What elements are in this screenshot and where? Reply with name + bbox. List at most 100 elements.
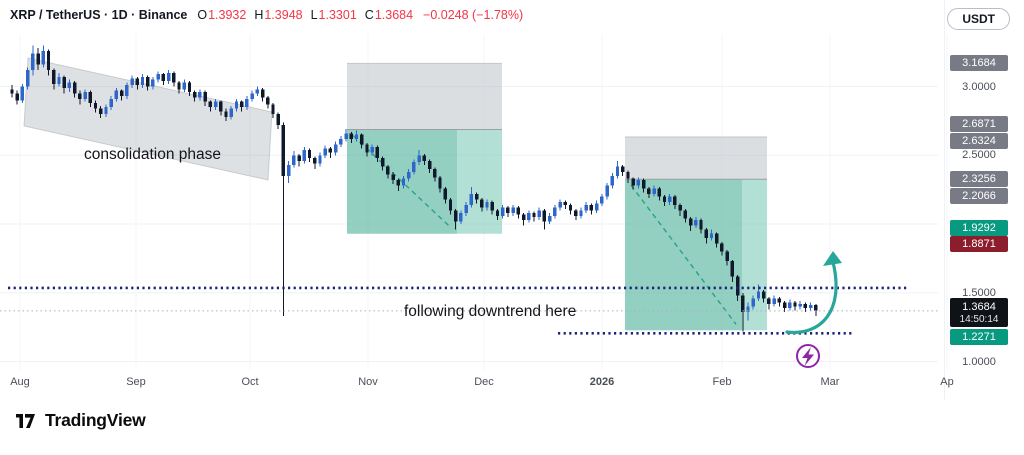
candle-body [699,219,703,230]
candle-body [328,148,333,153]
candle-body [574,210,578,216]
candle-body [647,188,651,194]
candle-body [166,72,171,81]
price-axis[interactable]: 3.1684 3.0000 2.6871 2.6324 2.5000 2.3256 2.20… [944,0,1024,400]
candle-body [239,101,244,108]
candle-body [365,144,369,153]
candle-body [109,98,113,108]
candle-body [626,171,630,179]
candle-body [25,70,30,87]
candle-body [57,76,61,84]
time-axis[interactable]: Aug Sep Oct Nov Dec 2026 Feb Mar Ap [0,374,1010,394]
candle-body [553,207,557,216]
candle-body [673,196,677,205]
candle-body [495,210,500,216]
candle-body [62,76,66,88]
candle-body [234,101,239,109]
candle-body [521,214,526,220]
candle-body [427,160,432,169]
candle-body [339,138,343,145]
candle-body [605,185,609,197]
price-label: 1.5000 [962,286,996,299]
candle-body [636,180,641,186]
candle-body [469,193,474,205]
ohlc-high: H 1.3948 [254,8,303,22]
candle-body [761,291,766,299]
zone-stop-area [625,137,767,180]
candle-body [213,101,218,108]
candle-body [683,210,688,219]
candles [10,45,818,332]
candle-body [735,276,740,296]
symbol-title[interactable]: XRP / TetherUS · 1D · Binance [10,8,188,22]
candle-body [751,298,755,307]
candle-body [641,180,646,189]
annotation-following-downtrend[interactable]: following downtrend here [404,303,577,320]
candle-body [793,302,797,307]
ohlc-low: L 1.3301 [310,8,357,22]
time-axis-label: 2026 [589,376,615,388]
candle-body [104,107,108,114]
time-axis-label: Sep [126,376,146,388]
candle-body [130,78,134,86]
time-axis-label: Dec [474,376,494,388]
candle-body [396,180,400,186]
tradingview-watermark[interactable]: TradingView [14,410,146,431]
candle-body [516,207,521,215]
candle-body [151,79,155,87]
candlestick-chart[interactable] [0,0,1024,400]
candle-body [245,98,249,108]
candle-body [777,298,782,303]
candle-body [725,251,729,262]
candle-body [480,199,484,208]
candle-body [360,134,364,145]
candle-body [177,82,181,90]
candle-body [584,204,588,211]
candle-body [255,89,260,94]
candle-body [610,175,614,186]
candle-body [198,92,202,98]
candle-body [568,204,573,211]
candle-body [772,298,776,304]
candle-body [349,133,353,139]
candle-body [563,202,568,205]
candle-body [756,291,761,299]
zone-profit-inner [625,179,742,331]
candle-body [798,303,802,307]
candle-body [67,82,72,88]
candle-body [193,92,197,98]
candle-body [307,149,312,158]
candle-body [172,72,176,83]
bar-countdown: 14:50:14 [959,313,999,325]
candle-body [52,70,56,84]
candle-body [730,261,735,277]
annotation-consolidation-phase[interactable]: consolidation phase [84,146,222,163]
up-arrow-head [823,251,842,266]
candle-body [720,243,724,252]
candle-body [99,108,103,114]
price-label: 2.3256 [950,171,1008,188]
trend-projection-line [630,184,737,325]
candle-body [433,169,437,178]
candle-body [83,92,87,99]
candle-body [46,50,51,70]
tradingview-logo-icon [16,413,35,428]
brand-name: TradingView [45,410,146,430]
candle-body [412,162,416,172]
candle-body [657,188,661,197]
candle-body [741,295,745,312]
candle-body [187,82,192,92]
candle-body [302,149,307,161]
time-axis-label: Nov [358,376,378,388]
price-label: 2.6324 [950,133,1008,150]
candle-body [292,155,296,165]
candle-body [694,219,698,226]
ohlc-values: O 1.3932 H 1.3948 L 1.3301 C 1.3684 [197,8,413,22]
candle-body [448,199,453,211]
lightning-icon [802,347,814,366]
currency-toggle-button[interactable]: USDT [947,8,1010,30]
candle-body [443,188,447,200]
candle-body [391,174,395,180]
